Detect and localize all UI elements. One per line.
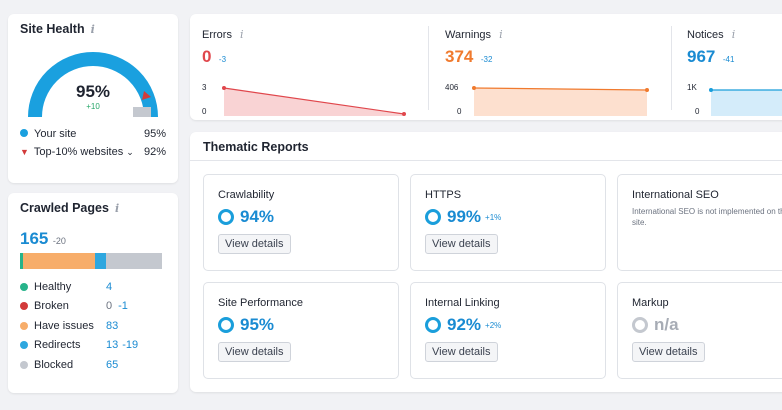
title-divider <box>190 160 782 161</box>
notices-sparkline <box>709 88 782 116</box>
warnings-value[interactable]: 374 <box>445 47 474 66</box>
tile-site-performance[interactable]: Site Performance 95% View details <box>203 282 399 379</box>
triangle-down-icon: ▼ <box>20 147 29 157</box>
list-item: Blocked 65 <box>20 355 166 375</box>
view-details-button[interactable]: View details <box>218 342 291 362</box>
warnings-y-bottom: 0 <box>457 107 462 116</box>
info-icon[interactable]: i <box>499 28 503 41</box>
gauge-remainder <box>133 107 151 117</box>
gauge-arc-your-site <box>28 52 158 118</box>
view-details-button[interactable]: View details <box>425 234 498 254</box>
crawled-delta: -20 <box>52 236 66 246</box>
errors-delta: -3 <box>218 55 227 64</box>
notices-panel: Notices i 967 -41 1K 0 <box>687 28 782 116</box>
list-item: Redirects 13 -19 <box>20 336 166 356</box>
crawled-pages-title: Crawled Pages i <box>20 201 120 215</box>
tile-https[interactable]: HTTPS 99% +1% View details <box>410 174 606 271</box>
notices-y-top: 1K <box>687 83 697 92</box>
crawled-stacked-bar <box>20 253 162 269</box>
legend-top-10[interactable]: ▼ Top-10% websites ⌄ 92% <box>20 146 166 158</box>
info-icon[interactable]: i <box>114 201 120 215</box>
legend-your-site: Your site 95% <box>20 128 166 140</box>
warnings-y-top: 406 <box>445 83 459 92</box>
site-health-delta: +10 <box>86 102 100 111</box>
site-health-score: 95% <box>75 82 111 101</box>
chevron-down-icon[interactable]: ⌄ <box>126 147 134 157</box>
notices-value[interactable]: 967 <box>687 47 716 66</box>
divider <box>428 26 429 110</box>
info-icon[interactable]: i <box>239 28 244 41</box>
divider <box>671 26 672 110</box>
errors-y-top: 3 <box>202 83 207 92</box>
site-health-gauge: 95% +10 <box>23 42 163 122</box>
broken-dot-icon <box>20 302 28 311</box>
bar-segment-blocked <box>106 253 162 269</box>
errors-panel: Errors i 0 -3 3 0 <box>202 28 420 116</box>
bar-segment-issues <box>23 253 95 269</box>
tile-internal-linking[interactable]: Internal Linking 92% +2% View details <box>410 282 606 379</box>
errors-value[interactable]: 0 <box>202 47 212 66</box>
score-ring-icon <box>218 317 234 333</box>
tile-international-seo[interactable]: International SEO International SEO is n… <box>617 174 782 271</box>
site-health-card: Site Health i 95% +10 Your site 95% ▼ Top… <box>8 14 178 183</box>
blocked-dot-icon <box>20 360 28 369</box>
list-item: Broken 0 -1 <box>20 297 166 317</box>
thematic-reports-title: Thematic Reports <box>203 140 309 154</box>
list-item: Have issues 83 <box>20 316 166 336</box>
warnings-panel: Warnings i 374 -32 406 0 <box>445 28 665 116</box>
score-ring-icon <box>218 209 234 225</box>
tile-crawlability[interactable]: Crawlability 94% View details <box>203 174 399 271</box>
gauge-chart <box>28 52 158 118</box>
score-ring-empty-icon <box>632 317 648 333</box>
info-icon[interactable]: i <box>731 28 736 41</box>
crawled-list: Healthy 4 Broken 0 -1 Have issues 83 Red… <box>20 277 166 375</box>
score-ring-icon <box>425 317 441 333</box>
warnings-delta: -32 <box>480 55 493 64</box>
top-10-marker-icon <box>142 91 151 100</box>
view-details-button[interactable]: View details <box>632 342 705 362</box>
thematic-reports-card: Thematic Reports Crawlability 94% View d… <box>190 132 782 392</box>
metrics-card: Errors i 0 -3 3 0 Warnings i 374 -32 406 0 <box>190 14 782 120</box>
bar-segment-healthy <box>20 253 23 269</box>
notices-delta: -41 <box>722 55 735 64</box>
score-ring-icon <box>425 209 441 225</box>
notices-y-bottom: 0 <box>695 107 700 116</box>
view-details-button[interactable]: View details <box>218 234 291 254</box>
crawled-pages-card: Crawled Pages i 165 -20 Healthy 4 Broken… <box>8 193 178 393</box>
info-icon[interactable]: i <box>90 22 95 36</box>
warnings-sparkline <box>472 86 649 116</box>
tile-markup[interactable]: Markup n/a View details <box>617 282 782 379</box>
bar-segment-redirects <box>95 253 106 269</box>
crawled-total[interactable]: 165 <box>20 229 49 248</box>
errors-y-bottom: 0 <box>202 107 207 116</box>
tile-note: International SEO is not implemented on … <box>632 207 782 227</box>
healthy-dot-icon <box>20 282 28 291</box>
your-site-dot-icon <box>20 129 28 137</box>
list-item: Healthy 4 <box>20 277 166 297</box>
issues-dot-icon <box>20 321 28 330</box>
view-details-button[interactable]: View details <box>425 342 498 362</box>
redirects-dot-icon <box>20 341 28 350</box>
errors-sparkline <box>222 86 406 116</box>
site-health-title: Site Health i <box>20 22 95 36</box>
